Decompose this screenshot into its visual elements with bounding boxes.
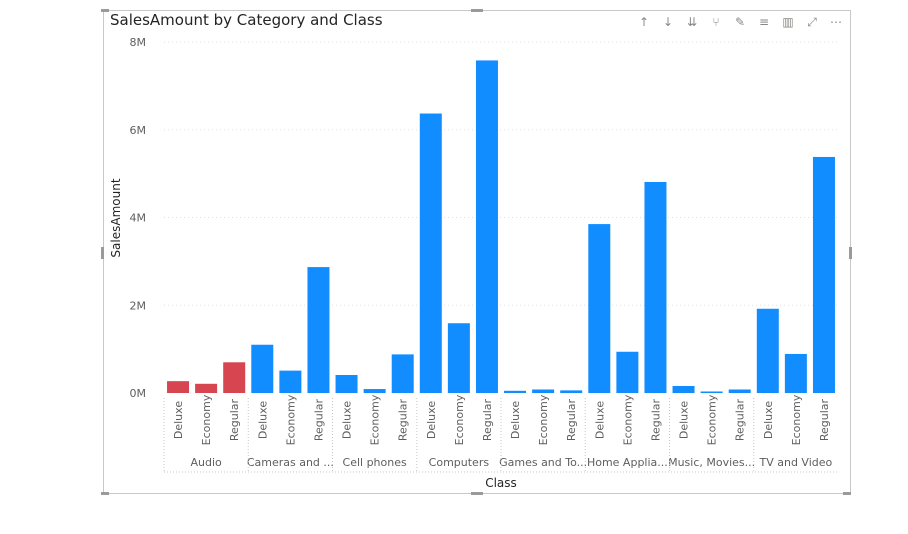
resize-handle-bottom[interactable] [471, 492, 483, 495]
focus-mode-icon[interactable]: ⤢ [807, 15, 817, 29]
pin-icon[interactable]: ✎ [734, 15, 746, 29]
expand-all-down-icon[interactable]: ⇊ [686, 15, 698, 29]
resize-handle-top[interactable] [471, 9, 483, 12]
visual-header-toolbar: ↑ ↓ ⇊ ⑂ ✎ ≡ ▥ ⤢ ⋯ [636, 14, 844, 30]
drill-mode-icon[interactable]: ⑂ [712, 15, 720, 29]
resize-handle-bottom-right[interactable] [843, 492, 851, 495]
drill-down-icon[interactable]: ↓ [662, 15, 674, 29]
resize-handle-top-left[interactable] [101, 9, 109, 12]
filter-icon[interactable]: ≡ [758, 15, 770, 29]
resize-handle-left[interactable] [101, 247, 104, 259]
more-options-icon[interactable]: ⋯ [830, 15, 842, 29]
resize-handle-bottom-left[interactable] [101, 492, 109, 495]
chart-title: SalesAmount by Category and Class [110, 11, 383, 29]
drill-up-icon[interactable]: ↑ [638, 15, 650, 29]
spotlight-icon[interactable]: ▥ [782, 15, 794, 29]
chart-visual[interactable]: SalesAmount by Category and Class ↑ ↓ ⇊ ⑂ ✎ ≡… [103, 10, 851, 494]
resize-handle-right[interactable] [849, 247, 852, 259]
